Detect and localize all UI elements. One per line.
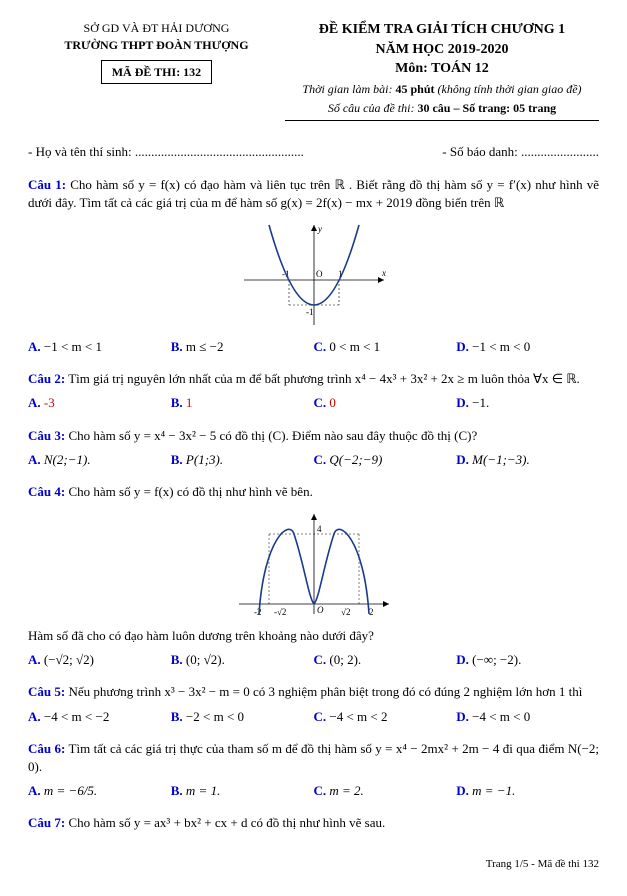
header-rule — [285, 120, 599, 121]
q5-text: Nếu phương trình x³ − 3x² − m = 0 có 3 n… — [68, 684, 582, 699]
q2-label: Câu 2: — [28, 371, 65, 386]
q4-optA: (−√2; √2) — [44, 652, 94, 667]
svg-text:y: y — [317, 224, 322, 234]
q3-label: Câu 3: — [28, 428, 65, 443]
q3-text: Cho hàm số y = x⁴ − 3x² − 5 có đồ thị (C… — [68, 428, 477, 443]
q6-options: A. m = −6/5. B. m = 1. C. m = 2. D. m = … — [28, 782, 599, 800]
q5-optD: −4 < m < 0 — [472, 709, 530, 724]
exam-code-box: MÃ ĐỀ THI: 132 — [101, 60, 212, 85]
candidate-info: - Họ và tên thí sinh: ..................… — [28, 143, 599, 161]
header-right: ĐỀ KIỂM TRA GIẢI TÍCH CHƯƠNG 1 NĂM HỌC 2… — [285, 20, 599, 121]
q2-optA: -3 — [44, 395, 55, 410]
q3-options: A. N(2;−1). B. P(1;3). C. Q(−2;−9) D. M(… — [28, 451, 599, 469]
q4-text1: Cho hàm số y = f(x) có đồ thị như hình v… — [68, 484, 312, 499]
exam-title: ĐỀ KIỂM TRA GIẢI TÍCH CHƯƠNG 1 — [285, 20, 599, 40]
count-label: Số câu của đề thi: — [328, 101, 415, 115]
q7-text: Cho hàm số y = ax³ + bx² + cx + d có đồ … — [68, 815, 385, 830]
q5-optC: −4 < m < 2 — [329, 709, 387, 724]
svg-text:√2: √2 — [341, 607, 350, 617]
q4-label: Câu 4: — [28, 484, 65, 499]
q4-text2: Hàm số đã cho có đạo hàm luôn dương trên… — [28, 627, 599, 645]
q4-optD: (−∞; −2). — [472, 652, 521, 667]
q6-optA: m = −6/5. — [44, 783, 97, 798]
svg-text:-1: -1 — [306, 307, 314, 317]
exam-year: NĂM HỌC 2019-2020 — [285, 40, 599, 60]
name-field: - Họ và tên thí sinh: ..................… — [28, 143, 304, 161]
q2-optD: −1. — [472, 395, 489, 410]
time-val: 45 phút — [395, 82, 434, 96]
svg-text:O: O — [317, 605, 324, 615]
q4-graph: -2 2 -√2 √2 4 O — [28, 509, 599, 619]
page-footer: Trang 1/5 - Mã đề thi 132 — [28, 857, 599, 872]
q2-optB: 1 — [186, 395, 193, 410]
q1-optB: m ≤ −2 — [186, 339, 224, 354]
exam-subject: Môn: TOÁN 12 — [285, 59, 599, 79]
q6-optD: m = −1. — [472, 783, 515, 798]
q3-optC: Q(−2;−9) — [329, 452, 382, 467]
quartic-graph: -2 2 -√2 √2 4 O — [234, 509, 394, 619]
q3-optB: P(1;3). — [186, 452, 223, 467]
page-header: SỞ GD VÀ ĐT HẢI DƯƠNG TRƯỜNG THPT ĐOÀN T… — [28, 20, 599, 121]
q4-optB: (0; √2). — [186, 652, 225, 667]
count-row: Số câu của đề thi: 30 câu – Số trang: 05… — [285, 100, 599, 117]
id-field: - Số báo danh: ........................ — [442, 143, 599, 161]
header-left: SỞ GD VÀ ĐT HẢI DƯƠNG TRƯỜNG THPT ĐOÀN T… — [28, 20, 285, 121]
question-3: Câu 3: Cho hàm số y = x⁴ − 3x² − 5 có đồ… — [28, 427, 599, 445]
q1-optC: 0 < m < 1 — [329, 339, 380, 354]
svg-text:-2: -2 — [254, 607, 262, 617]
school: TRƯỜNG THPT ĐOÀN THƯỢNG — [28, 37, 285, 54]
question-5: Câu 5: Nếu phương trình x³ − 3x² − m = 0… — [28, 683, 599, 701]
q6-label: Câu 6: — [28, 741, 65, 756]
svg-text:O: O — [316, 269, 323, 279]
parabola-graph: x y -1 1 O -1 — [239, 220, 389, 330]
q3-optA: N(2;−1). — [44, 452, 91, 467]
count-val: 30 câu – Số trang: — [417, 101, 510, 115]
q1-graph: x y -1 1 O -1 — [28, 220, 599, 330]
q5-label: Câu 5: — [28, 684, 65, 699]
q4-options: A. (−√2; √2) B. (0; √2). C. (0; 2). D. (… — [28, 651, 599, 669]
q6-optB: m = 1. — [186, 783, 220, 798]
q5-optB: −2 < m < 0 — [186, 709, 244, 724]
question-1: Câu 1: Cho hàm số y = f(x) có đạo hàm và… — [28, 176, 599, 212]
question-4: Câu 4: Cho hàm số y = f(x) có đồ thị như… — [28, 483, 599, 501]
q1-label: Câu 1: — [28, 177, 66, 192]
q4-optC: (0; 2). — [329, 652, 361, 667]
svg-text:x: x — [381, 268, 386, 278]
question-6: Câu 6: Tìm tất cả các giá trị thực của t… — [28, 740, 599, 776]
svg-text:-√2: -√2 — [274, 607, 286, 617]
svg-text:4: 4 — [317, 524, 322, 534]
pages-val: 05 trang — [513, 101, 556, 115]
q3-optD: M(−1;−3). — [472, 452, 530, 467]
time-note: (không tính thời gian giao đề) — [438, 82, 582, 96]
q6-optC: m = 2. — [329, 783, 363, 798]
q1-optA: −1 < m < 1 — [44, 339, 102, 354]
question-7: Câu 7: Cho hàm số y = ax³ + bx² + cx + d… — [28, 814, 599, 832]
question-2: Câu 2: Tìm giá trị nguyên lớn nhất của m… — [28, 370, 599, 388]
q2-text: Tìm giá trị nguyên lớn nhất của m để bất… — [68, 371, 580, 386]
svg-text:2: 2 — [369, 607, 374, 617]
time-label: Thời gian làm bài: — [302, 82, 392, 96]
q1-text: Cho hàm số y = f(x) có đạo hàm và liên t… — [28, 177, 599, 210]
dept: SỞ GD VÀ ĐT HẢI DƯƠNG — [28, 20, 285, 37]
q7-label: Câu 7: — [28, 815, 65, 830]
q5-options: A. −4 < m < −2 B. −2 < m < 0 C. −4 < m <… — [28, 708, 599, 726]
q2-options: A. -3 B. 1 C. 0 D. −1. — [28, 394, 599, 412]
q5-optA: −4 < m < −2 — [44, 709, 109, 724]
q1-optD: −1 < m < 0 — [472, 339, 530, 354]
q1-options: A. −1 < m < 1 B. m ≤ −2 C. 0 < m < 1 D. … — [28, 338, 599, 356]
q6-text: Tìm tất cả các giá trị thực của tham số … — [28, 741, 599, 774]
time-row: Thời gian làm bài: 45 phút (không tính t… — [285, 81, 599, 98]
q2-optC: 0 — [329, 395, 336, 410]
